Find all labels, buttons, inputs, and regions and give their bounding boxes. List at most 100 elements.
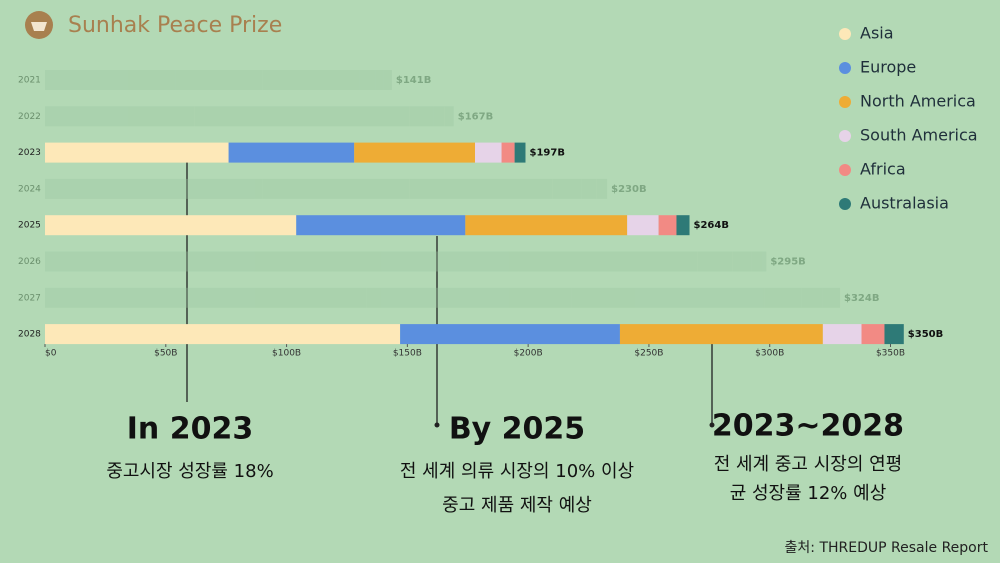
bar-segment xyxy=(751,251,767,272)
bar-segment xyxy=(332,251,519,272)
annotation-title: In 2023 xyxy=(127,412,253,447)
x-tick-label: $150B xyxy=(393,349,422,359)
annotation-title: 2023~2028 xyxy=(712,409,904,444)
bar-segment xyxy=(884,324,904,345)
bar-segment xyxy=(596,178,608,199)
x-tick-label: $200B xyxy=(514,349,543,359)
bar-segment xyxy=(354,142,475,163)
y-tick-label: 2021 xyxy=(18,76,41,86)
bar-segment xyxy=(764,287,802,308)
legend-swatch xyxy=(839,198,851,210)
bar-row xyxy=(45,178,608,199)
bar-segment xyxy=(262,70,360,90)
y-tick-label: 2024 xyxy=(18,184,41,194)
bar-segment xyxy=(45,324,401,345)
bar-segment xyxy=(581,178,597,199)
bar-segment xyxy=(228,142,355,163)
bar-segment xyxy=(475,142,502,163)
bar-segment xyxy=(518,251,698,272)
pointer-dot xyxy=(709,422,715,428)
bar-segment xyxy=(571,287,765,308)
bar-segment xyxy=(366,287,572,308)
pointer-dot xyxy=(434,422,440,428)
bar-segment xyxy=(45,215,297,236)
y-tick-label: 2022 xyxy=(18,112,41,122)
bar-segment xyxy=(409,178,553,199)
y-tick-label: 2023 xyxy=(18,148,41,158)
bar-segment xyxy=(303,106,410,127)
legend-swatch xyxy=(839,130,851,142)
annotation-text: 중고 제품 제작 예상 xyxy=(442,495,592,516)
bar-row xyxy=(45,215,690,236)
bar-segment xyxy=(676,215,690,236)
annotation-text: 균 성장률 12% 예상 xyxy=(730,483,887,504)
bar-segment xyxy=(801,287,823,308)
total-label: $141B xyxy=(396,75,431,86)
legend-swatch xyxy=(839,28,851,40)
bar-segment xyxy=(175,70,263,90)
bar-segment xyxy=(465,215,628,236)
legend-label: South America xyxy=(860,126,978,145)
source: 출처: THREDUP Resale Report xyxy=(785,540,989,556)
total-label: $197B xyxy=(529,148,564,159)
bar-segment xyxy=(45,178,263,199)
bar-row xyxy=(45,251,767,272)
bar-segment xyxy=(822,324,862,345)
x-tick-label: $0 xyxy=(45,349,57,359)
bar-segment xyxy=(552,178,582,199)
bar-segment xyxy=(296,215,466,236)
bar-row xyxy=(45,287,841,308)
legend-swatch xyxy=(839,62,851,74)
total-label: $295B xyxy=(770,257,805,268)
legend-label: Australasia xyxy=(860,194,949,213)
x-tick-label: $50B xyxy=(154,349,177,359)
annotation-text: 전 세계 중고 시장의 연평 xyxy=(714,454,903,475)
bar-segment xyxy=(619,324,823,345)
bar-row xyxy=(45,70,392,90)
legend-label: Africa xyxy=(860,160,906,179)
bar-segment xyxy=(375,70,384,90)
bar-segment xyxy=(861,324,885,345)
bar-row xyxy=(45,324,904,345)
bar-segment xyxy=(383,70,392,90)
bar-segment xyxy=(501,142,515,163)
legend-label: North America xyxy=(860,92,976,111)
total-label: $230B xyxy=(611,184,646,195)
bar-segment xyxy=(732,251,752,272)
x-tick-label: $300B xyxy=(755,349,784,359)
bar-segment xyxy=(400,324,620,345)
bar-segment xyxy=(697,251,733,272)
logo-cup xyxy=(31,22,47,31)
bar-segment xyxy=(822,287,841,308)
total-label: $350B xyxy=(908,329,943,340)
bar-segment xyxy=(45,70,176,90)
annotation-title: By 2025 xyxy=(449,412,585,447)
bar-segment xyxy=(262,178,410,199)
bar-segment xyxy=(45,287,367,308)
legend-swatch xyxy=(839,164,851,176)
x-tick-label: $250B xyxy=(634,349,663,359)
bar-segment xyxy=(359,70,376,90)
bar-segment xyxy=(627,215,659,236)
annotation-text: 전 세계 의류 시장의 10% 이상 xyxy=(400,461,634,482)
bar-segment xyxy=(658,215,677,236)
bar-segment xyxy=(45,106,195,127)
bar-segment xyxy=(409,106,434,127)
bar-segment xyxy=(194,106,304,127)
bar-row xyxy=(45,106,454,127)
x-tick-label: $350B xyxy=(876,349,905,359)
total-label: $264B xyxy=(694,220,729,231)
bar-segment xyxy=(444,106,454,127)
y-tick-label: 2028 xyxy=(18,330,41,340)
y-tick-label: 2027 xyxy=(18,293,41,303)
x-tick-label: $100B xyxy=(272,349,301,359)
y-tick-label: 2026 xyxy=(18,257,41,267)
total-label: $324B xyxy=(844,293,879,304)
bar-segment xyxy=(45,142,229,163)
y-tick-label: 2025 xyxy=(18,221,41,231)
bar-segment xyxy=(45,251,333,272)
bar-segment xyxy=(433,106,445,127)
total-label: $167B xyxy=(458,111,493,122)
